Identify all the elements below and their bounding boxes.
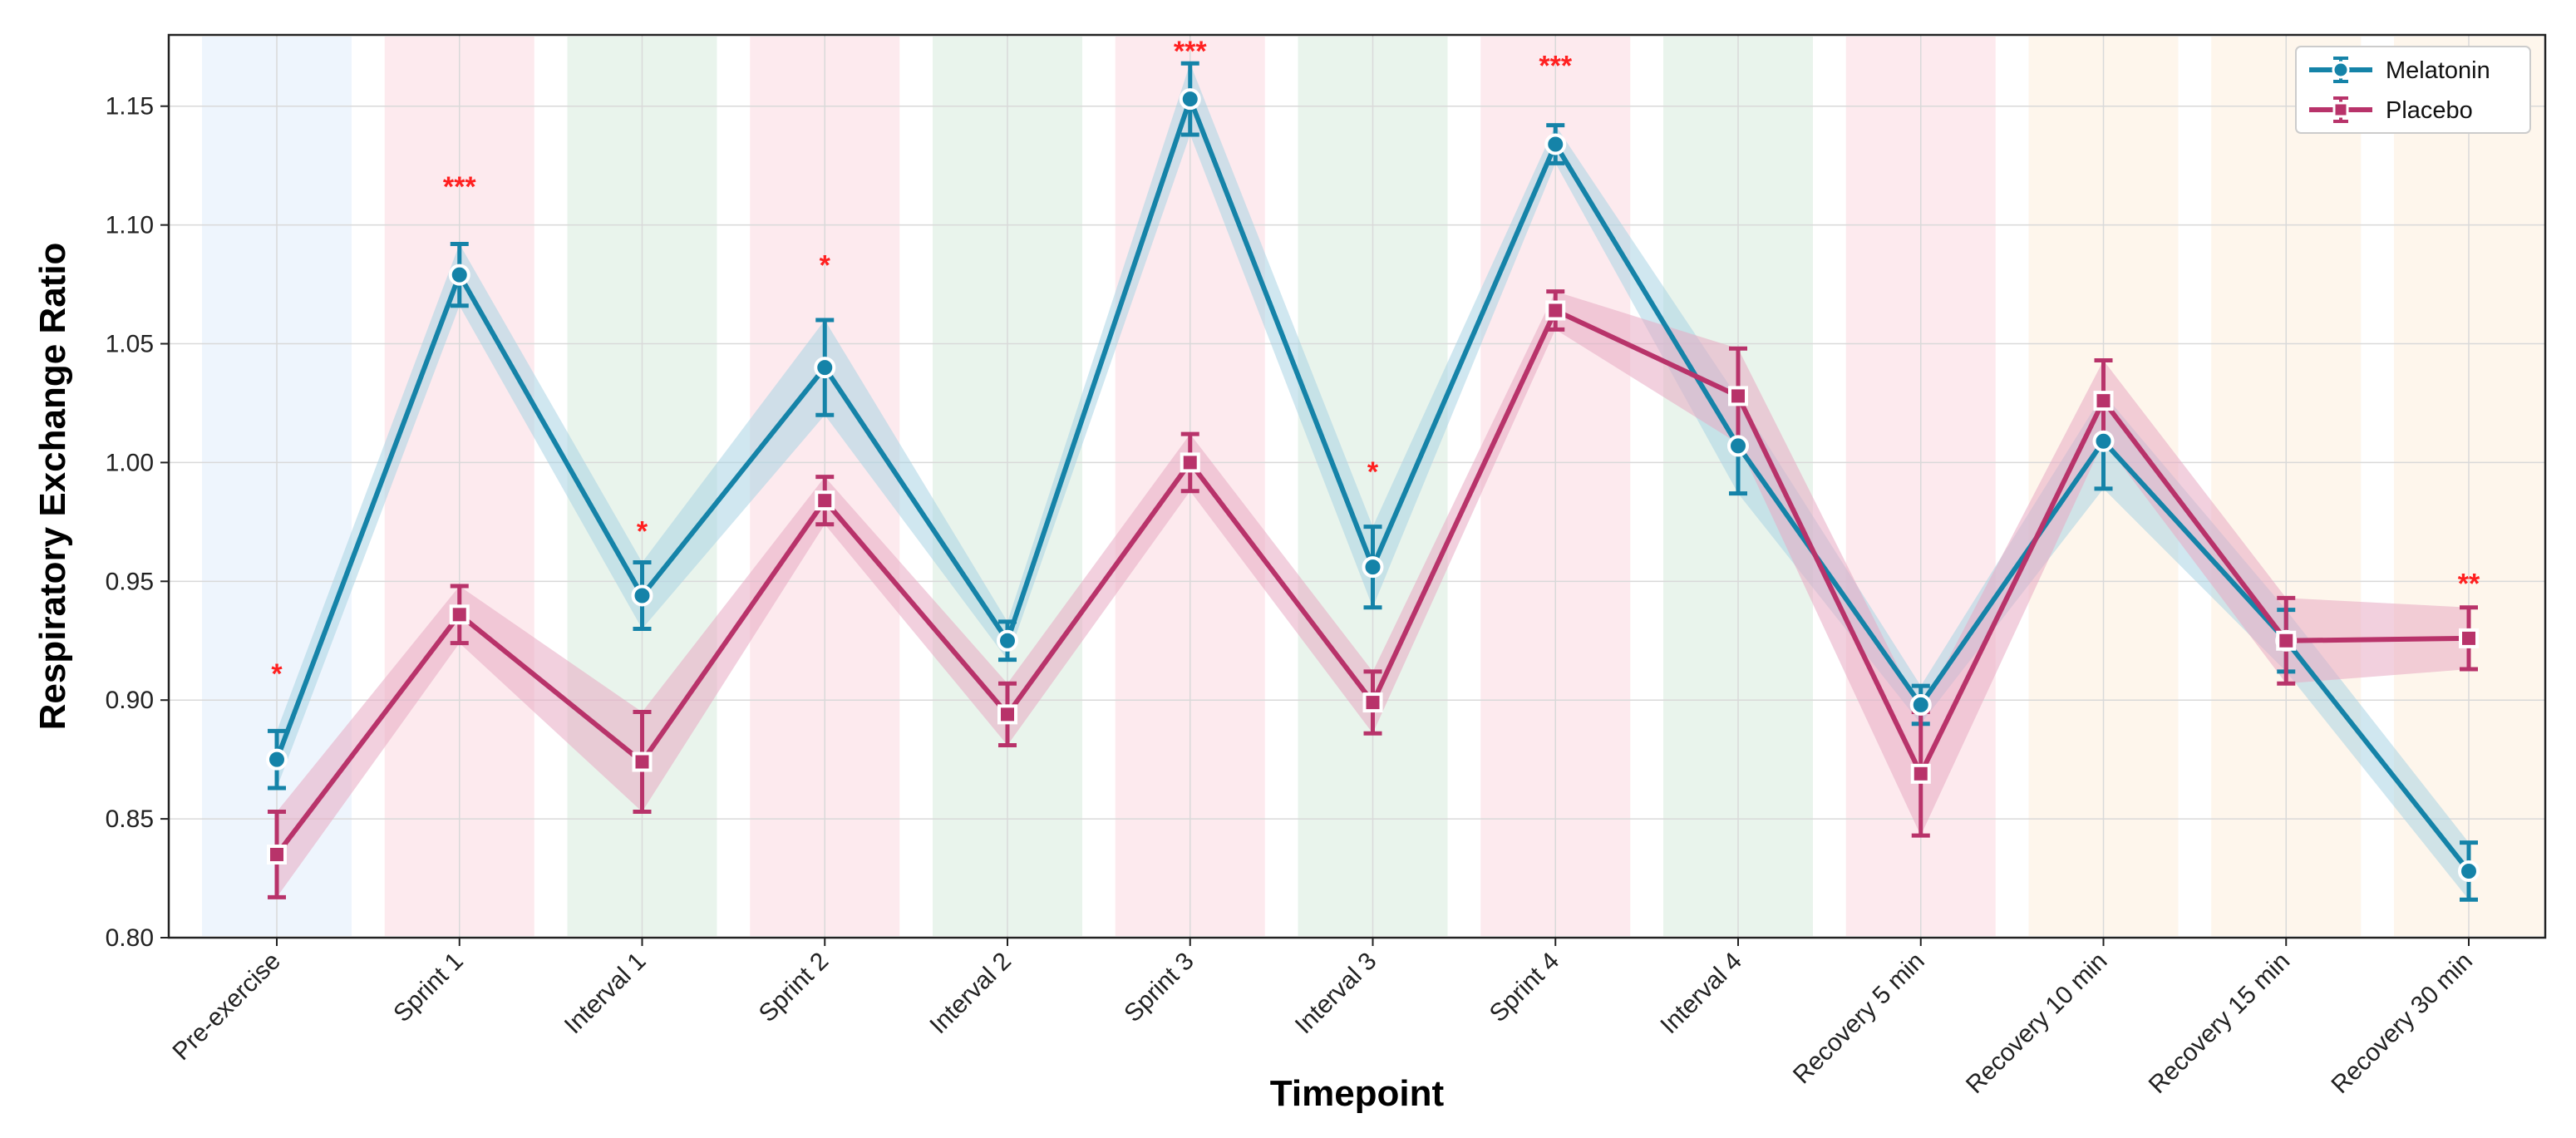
series-markers (266, 88, 2480, 882)
placebo-point (1180, 452, 1200, 473)
x-tick-label: Interval 1 (559, 948, 652, 1040)
melatonin-point (448, 264, 470, 286)
plot-frame (167, 33, 2547, 939)
placebo-point (2276, 630, 2297, 651)
x-tick-label: Recovery 5 min (1788, 948, 1930, 1090)
y-tick-label: 1.05 (106, 331, 154, 358)
significance-marker: * (271, 658, 283, 690)
legend: Melatonin Placebo (2295, 46, 2531, 134)
melatonin-point (997, 629, 1018, 652)
significance-annotations: *************** (271, 36, 2480, 690)
legend-placebo-marker (2332, 101, 2349, 118)
y-tick-label: 0.95 (106, 568, 154, 595)
x-tick-label: Sprint 3 (1119, 948, 1199, 1027)
melatonin-point (2458, 860, 2480, 882)
significance-marker: *** (443, 171, 476, 203)
significance-marker: * (820, 249, 831, 281)
significance-marker: * (1367, 456, 1379, 488)
placebo-point (2459, 628, 2479, 648)
melatonin-point (1362, 556, 1384, 579)
legend-melatonin-marker (2332, 61, 2350, 79)
placebo-point (1728, 386, 1748, 406)
melatonin-point (1909, 693, 1932, 716)
x-tick-label: Interval 2 (924, 948, 1017, 1040)
placebo-point (1910, 763, 1931, 784)
significance-marker: *** (1174, 36, 1207, 67)
melatonin-point (1544, 133, 1567, 155)
y-tick-label: 0.90 (106, 687, 154, 714)
x-tick-label: Sprint 2 (754, 948, 834, 1027)
legend-melatonin-label: Melatonin (2386, 57, 2490, 84)
legend-placebo-label: Placebo (2386, 97, 2473, 124)
x-tick-label: Interval 3 (1290, 948, 1382, 1040)
melatonin-point (814, 357, 836, 379)
y-tick-label: 0.80 (106, 924, 154, 952)
placebo-point (267, 844, 287, 865)
x-tick-label: Pre-exercise (168, 948, 286, 1066)
placebo-point (632, 751, 653, 772)
legend-item-placebo: Placebo (2309, 96, 2473, 124)
x-tick-label: Recovery 15 min (2144, 948, 2295, 1099)
x-axis-title: Timepoint (1270, 1073, 1445, 1114)
x-tick-label: Recovery 30 min (2326, 948, 2477, 1099)
melatonin-point (631, 584, 653, 607)
significance-marker: * (637, 515, 648, 547)
y-tick-label: 0.85 (106, 805, 154, 833)
legend-item-melatonin: Melatonin (2309, 57, 2490, 84)
x-tick-label: Recovery 10 min (1961, 948, 2112, 1099)
melatonin-point (2092, 430, 2115, 452)
melatonin-point (266, 748, 288, 771)
significance-marker: *** (1539, 50, 1572, 81)
x-tick-label: Interval 4 (1655, 948, 1747, 1040)
placebo-point (815, 490, 835, 511)
significance-marker: ** (2458, 568, 2480, 599)
y-tick-label: 1.10 (106, 212, 154, 239)
placebo-point (2093, 391, 2114, 411)
x-tick-label: Sprint 1 (388, 948, 468, 1027)
placebo-point (1545, 300, 1566, 321)
y-tick-label: 1.00 (106, 449, 154, 476)
placebo-point (997, 704, 1017, 725)
x-tick-label: Sprint 4 (1485, 948, 1564, 1027)
placebo-point (449, 604, 470, 625)
melatonin-point (1727, 435, 1749, 457)
y-axis-ticks: 0.80 0.85 0.90 0.95 1.00 1.05 1.10 1.15 (106, 93, 169, 952)
melatonin-point (1179, 88, 1201, 111)
y-axis-title: Respiratory Exchange Ratio (32, 243, 73, 731)
y-tick-label: 1.15 (106, 93, 154, 121)
placebo-point (1362, 692, 1383, 713)
